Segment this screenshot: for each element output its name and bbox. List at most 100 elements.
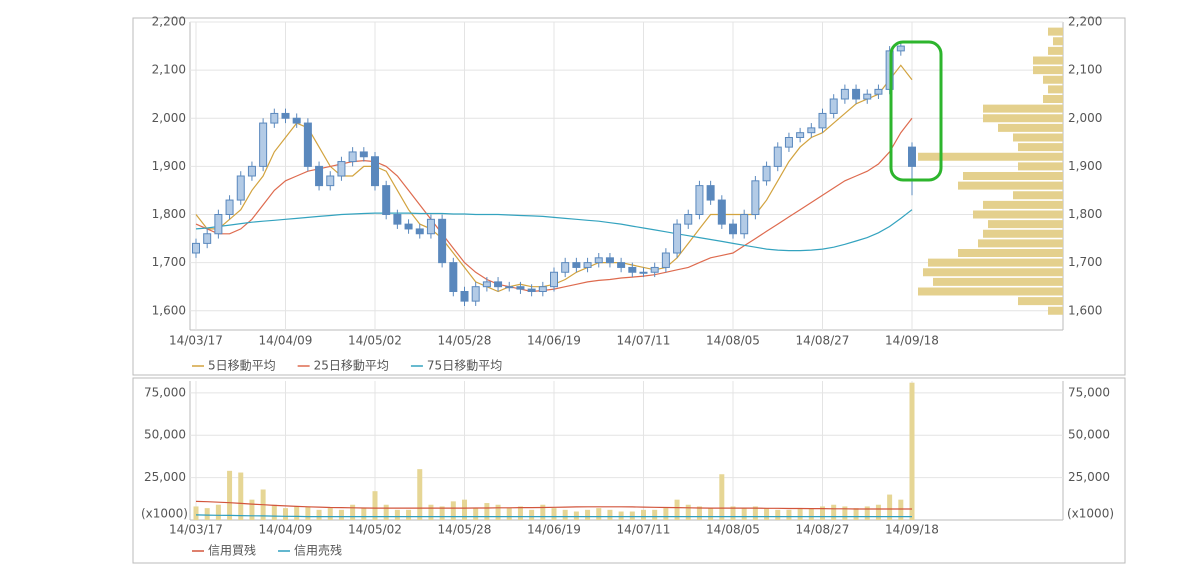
volume-profile-bar (1013, 191, 1063, 200)
candle-body (852, 88, 861, 100)
x-tick-label: 14/06/19 (527, 523, 581, 537)
volume-bar (271, 504, 277, 520)
candle-body (572, 262, 581, 268)
volume-profile-bar (1018, 143, 1063, 152)
y-tick-label-right: 2,200 (1068, 15, 1102, 29)
volume-bar (238, 472, 244, 520)
x-tick-label: 14/08/27 (796, 523, 850, 537)
volume-bar (529, 509, 535, 520)
unit-label: (x1000) (141, 507, 188, 521)
volume-bar (864, 506, 870, 520)
series-line (195, 209, 913, 252)
candle-body (203, 233, 212, 244)
candle-body (471, 286, 480, 302)
volume-bar (193, 506, 199, 520)
x-tick-label: 14/04/09 (259, 334, 313, 348)
volume-panel (132, 377, 1126, 564)
volume-bar (383, 504, 389, 520)
volume-bar (618, 511, 624, 520)
volume-bar (875, 504, 881, 520)
volume-profile-bar (998, 123, 1063, 132)
volume-bar (204, 508, 210, 520)
x-tick-label: 14/07/11 (617, 334, 671, 348)
volume-bar (361, 508, 367, 520)
volume-profile-bar (1048, 46, 1063, 55)
volume-bar (517, 506, 523, 520)
y-tick-label: 2,200 (152, 15, 186, 29)
volume-profile-bar (958, 249, 1063, 257)
volume-profile-bar (963, 172, 1063, 180)
volume-bar (629, 511, 635, 520)
y-tick-label-right: 1,600 (1068, 303, 1102, 317)
volume-bar (730, 506, 736, 520)
volume-profile-bar (983, 200, 1063, 209)
candle-body (415, 228, 424, 235)
volume-profile-bar (928, 258, 1063, 267)
volume-bar (394, 509, 400, 520)
volume-bar (764, 508, 770, 520)
x-tick-label: 14/05/28 (438, 334, 492, 348)
candle-body (840, 88, 849, 100)
candle-body (482, 281, 491, 288)
candle-body (628, 266, 637, 273)
volume-profile-bar (918, 152, 1063, 161)
volume-bar (842, 506, 848, 520)
candle-body (225, 199, 234, 215)
volume-bar (820, 506, 825, 520)
y-tick-label-right: 1,900 (1068, 159, 1102, 173)
volume-bar (887, 494, 893, 520)
volume-bar (316, 509, 322, 520)
volume-bar (752, 506, 758, 520)
volume-bar (350, 504, 356, 520)
volume-bar (808, 508, 814, 520)
volume-profile-bar (1018, 297, 1063, 306)
candle-body (404, 223, 413, 230)
volume-bar (663, 508, 669, 520)
candle-body (371, 156, 379, 187)
y-tick-label-right: 1,800 (1068, 207, 1102, 221)
volume-profile-bar (983, 114, 1063, 123)
volume-profile-bar (983, 229, 1063, 238)
candle-body (382, 185, 391, 215)
volume-bar (786, 509, 792, 520)
candle-body (706, 185, 715, 201)
y-tick-label-right: 1,700 (1068, 255, 1102, 269)
volume-bar (428, 504, 434, 520)
x-tick-label: 14/09/18 (885, 523, 939, 537)
candle-body (874, 88, 883, 95)
x-tick-label: 14/09/18 (885, 334, 939, 348)
volume-profile-bar (1053, 37, 1063, 46)
volume-profile-bar (918, 287, 1063, 296)
volume-profile-bar (1048, 306, 1063, 315)
x-tick-label: 14/03/17 (169, 334, 223, 348)
candle-body (695, 185, 704, 215)
candle-body (281, 112, 290, 119)
candle-body (426, 218, 435, 235)
x-tick-label: 14/05/02 (348, 334, 402, 348)
x-tick-label: 14/08/05 (706, 523, 760, 537)
volume-bar (294, 506, 300, 520)
volume-bar (585, 509, 591, 520)
candle-body (259, 122, 268, 167)
volume-bar (797, 508, 803, 520)
x-tick-label: 14/07/11 (617, 523, 671, 537)
y-tick-label: 75,000 (144, 385, 186, 399)
legend-label: 信用売残 (294, 543, 342, 558)
volume-bar (708, 508, 714, 520)
volume-bar (573, 511, 579, 520)
series-line (195, 500, 912, 510)
candle-body (561, 262, 570, 273)
y-tick-label: 1,700 (152, 255, 186, 269)
candle-body (684, 214, 693, 225)
candle-body (773, 146, 782, 167)
volume-bar (372, 491, 378, 520)
y-tick-label: 1,900 (152, 159, 186, 173)
volume-profile-bar (1048, 27, 1063, 36)
candle-body (538, 286, 547, 292)
volume-profile-bar (923, 268, 1063, 277)
candle-body (494, 281, 503, 288)
volume-profile-bar (1033, 66, 1063, 75)
candle-body (673, 223, 682, 254)
volume-bar (462, 499, 467, 520)
